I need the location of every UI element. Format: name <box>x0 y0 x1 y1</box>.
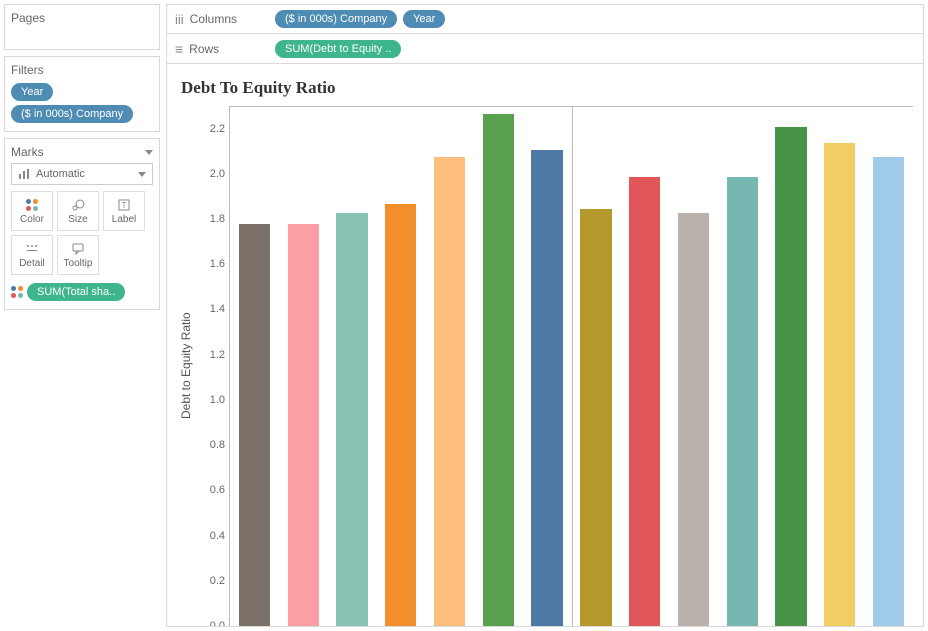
columns-icon: iii <box>175 12 184 27</box>
marks-card-label: Size <box>68 214 87 225</box>
marks-card-label: Tooltip <box>64 258 93 269</box>
chart-bar[interactable] <box>483 114 514 626</box>
filter-pill[interactable]: ($ in 000s) Company <box>11 105 133 123</box>
y-tick: 0.4 <box>210 530 225 542</box>
chevron-down-icon <box>138 172 146 177</box>
rows-shelf[interactable]: Rows SUM(Debt to Equity .. <box>166 34 924 64</box>
marks-card-detail[interactable]: Detail <box>11 235 53 275</box>
y-tick: 1.0 <box>210 394 225 406</box>
columns-label: Columns <box>190 12 237 26</box>
chart-area: Debt To Equity Ratio Debt to Equity Rati… <box>166 64 924 627</box>
chart-bar[interactable] <box>727 177 758 626</box>
marks-panel: Marks Automatic Color Size T Label Detail Too… <box>4 138 160 310</box>
size-icon <box>71 198 85 212</box>
tooltip-icon <box>71 242 85 256</box>
y-tick: 0.8 <box>210 439 225 451</box>
chart-bar[interactable] <box>873 157 904 626</box>
filters-label: Filters <box>11 63 44 77</box>
y-tick: 2.0 <box>210 168 225 180</box>
chart-bar[interactable] <box>434 157 465 626</box>
marks-card-size[interactable]: Size <box>57 191 99 231</box>
marks-type-select[interactable]: Automatic <box>11 163 153 185</box>
marks-card-label: Detail <box>19 258 45 269</box>
marks-card-label: Color <box>20 214 44 225</box>
marks-header: Marks <box>11 145 153 159</box>
label-icon: T <box>117 198 131 212</box>
pages-panel: Pages <box>4 4 160 50</box>
shelf-pill[interactable]: Year <box>403 10 445 28</box>
marks-card-label: Label <box>112 214 136 225</box>
rows-icon <box>175 41 183 57</box>
filters-panel: Filters Year ($ in 000s) Company <box>4 56 160 132</box>
y-axis: 0.0 0.2 0.4 0.6 0.8 1.0 1.2 1.4 1.6 1.8 2.0 2.2 <box>195 106 229 626</box>
detail-icon <box>25 242 39 256</box>
marks-type-label: Automatic <box>36 168 85 180</box>
svg-text:T: T <box>122 201 127 210</box>
chart-bar[interactable] <box>824 143 855 626</box>
chart-bar[interactable] <box>531 150 562 626</box>
rows-label: Rows <box>189 42 219 56</box>
color-icon <box>26 198 38 212</box>
marks-label: Marks <box>11 145 44 159</box>
chart-bar[interactable] <box>288 224 319 626</box>
colordots-icon <box>11 286 23 298</box>
y-tick: 0.0 <box>210 620 225 627</box>
chart-bar[interactable] <box>336 213 367 626</box>
marks-pill[interactable]: SUM(Total sha.. <box>27 283 125 301</box>
columns-shelf[interactable]: iii Columns ($ in 000s) Company Year <box>166 4 924 34</box>
chart-bar[interactable] <box>678 213 709 626</box>
marks-pill-row: SUM(Total sha.. <box>11 281 153 303</box>
chart-bar[interactable] <box>629 177 660 626</box>
panel-divider <box>572 107 573 626</box>
chart-bar[interactable] <box>239 224 270 626</box>
pages-header: Pages <box>11 11 153 25</box>
marks-card-color[interactable]: Color <box>11 191 53 231</box>
shelf-pill[interactable]: ($ in 000s) Company <box>275 10 397 28</box>
y-tick: 1.4 <box>210 303 225 315</box>
y-tick: 0.6 <box>210 484 225 496</box>
y-tick: 0.2 <box>210 575 225 587</box>
shelf-pill[interactable]: SUM(Debt to Equity .. <box>275 40 401 58</box>
chart-plot <box>229 106 913 626</box>
y-tick: 1.2 <box>210 349 225 361</box>
y-tick: 1.6 <box>210 258 225 270</box>
y-axis-label: Debt to Equity Ratio <box>177 106 195 626</box>
filters-header: Filters <box>11 63 153 77</box>
chart-bar[interactable] <box>385 204 416 626</box>
marks-card-label[interactable]: T Label <box>103 191 145 231</box>
chart-bar[interactable] <box>580 209 611 626</box>
filter-pill[interactable]: Year <box>11 83 53 101</box>
bar-icon <box>18 168 30 180</box>
pages-label: Pages <box>11 11 45 25</box>
chart-bar[interactable] <box>775 127 806 626</box>
y-tick: 2.2 <box>210 123 225 135</box>
chart-title: Debt To Equity Ratio <box>177 78 913 98</box>
marks-collapse-icon[interactable] <box>145 150 153 155</box>
marks-card-tooltip[interactable]: Tooltip <box>57 235 99 275</box>
y-tick: 1.8 <box>210 213 225 225</box>
